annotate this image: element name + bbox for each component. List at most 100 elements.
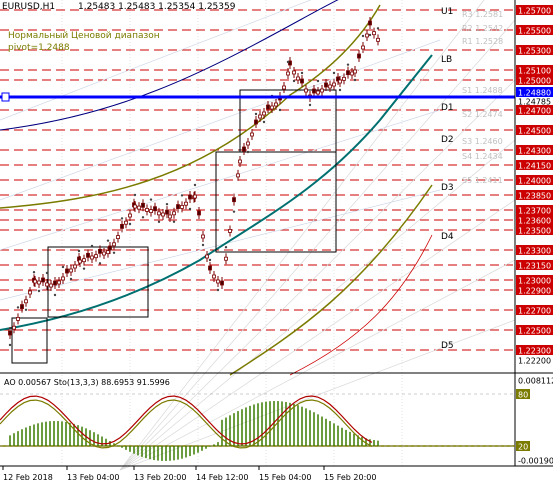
candle-body [106,250,110,255]
price-axis[interactable] [515,0,553,373]
candle-body [350,71,354,76]
candle-body [368,20,372,26]
candle-body [220,280,224,286]
candle-body [8,330,12,336]
candle-body [137,205,141,210]
pivot-handle[interactable] [1,92,10,102]
price-label: 1.24700 [518,107,551,116]
candle-body [357,53,361,59]
dot-marker [69,277,73,281]
level-label-d3: D3 [441,183,454,193]
candle-body [28,290,32,295]
pivot-labels: R3 1.2581 R2 1.2542 R1 1.2528 S1 1.2488 S2 1… [462,10,503,185]
dot-marker [53,293,57,297]
candle-body [208,265,212,271]
candle-body [33,279,37,284]
dot-marker [286,60,290,64]
teal-middle-band [0,54,433,331]
candle-body [228,229,232,233]
candle-body [212,274,216,279]
dot-marker [332,71,336,75]
candle-body [246,141,250,146]
pivot-label: R3 1.2581 [462,10,503,19]
level-labels: U1 LB D1 D2 D3 D4 D5 [441,7,454,351]
candle-body [332,82,336,87]
olive-upper-band [0,4,381,209]
candle-body [41,277,45,283]
price-label: 1.25100 [518,67,551,76]
candle-body [45,282,49,287]
price-label: 1.25700 [518,7,551,16]
dot-marker [193,183,197,187]
candle-body [53,280,57,286]
range-boxes [11,89,337,364]
candle-body [286,71,290,76]
candle-body [205,254,209,259]
candle-body [108,245,112,251]
candle-body [304,88,308,93]
price-label-box [516,65,553,75]
price-label: 1.24500 [518,127,551,136]
candle-body [216,279,220,284]
candle-body [57,280,61,285]
fan-line [119,0,485,471]
pivot-value-text: pivot=1.2488 [8,43,70,53]
candle-body [49,283,53,288]
candle-body [153,206,157,212]
price-label-box [516,285,553,295]
candle-body [157,211,161,216]
pivot-label: S5 1.2411 [462,176,503,185]
dot-marker [98,262,102,265]
range-box [11,317,48,364]
stochastic-main-line [0,399,373,449]
price-label: 1.23600 [518,217,551,226]
dot-marker [32,271,36,274]
price-label: 1.22300 [518,347,551,356]
price-label-box [516,145,553,155]
dot-marker [368,33,372,37]
price-label: 1.22900 [518,287,551,296]
price-label-box [516,105,553,115]
dot-marker [45,271,49,275]
dot-marker [353,78,357,82]
dot-marker [224,246,228,249]
price-label: 1.24880 [518,89,551,98]
level-label-u1: U1 [441,7,453,17]
dot-marker [262,120,266,124]
candle-body [180,204,184,209]
pivot-label: R1 1.2528 [462,37,503,46]
channel-line [0,39,441,201]
candle-body [232,197,236,203]
price-label: 1.24000 [518,177,551,186]
candle-body [82,258,86,263]
candle-body [116,235,120,240]
candle-body [197,210,201,216]
range-box [239,89,337,153]
channel-line [0,109,441,251]
price-label-box [516,160,553,170]
dot-marker [278,108,282,112]
current-price-box [516,87,553,97]
candle-body [172,211,176,216]
oscillator-subwindow[interactable] [0,393,515,461]
candle-body [61,276,65,281]
dot-marker [188,207,192,211]
channel-line [0,0,312,121]
time-label: 12 Feb 2018 [3,473,53,482]
level-label-d1: D1 [441,103,454,113]
time-label: 13 Feb 20:00 [134,473,186,482]
candle-body [376,37,380,42]
price-label-box [516,305,553,315]
dot-marker [172,220,176,223]
dot-marker [216,288,220,292]
sub-axis-label: 20 [518,443,528,452]
pivot-label: R2 1.2542 [462,24,503,33]
candle-body [346,70,350,76]
fan-lines [0,0,516,471]
price-label: 1.24150 [518,162,551,171]
time-label: 14 Feb 12:00 [196,473,248,482]
level-label-d4: D4 [441,232,454,242]
dot-marker [133,193,137,197]
level-label-lb: LB [441,55,452,65]
